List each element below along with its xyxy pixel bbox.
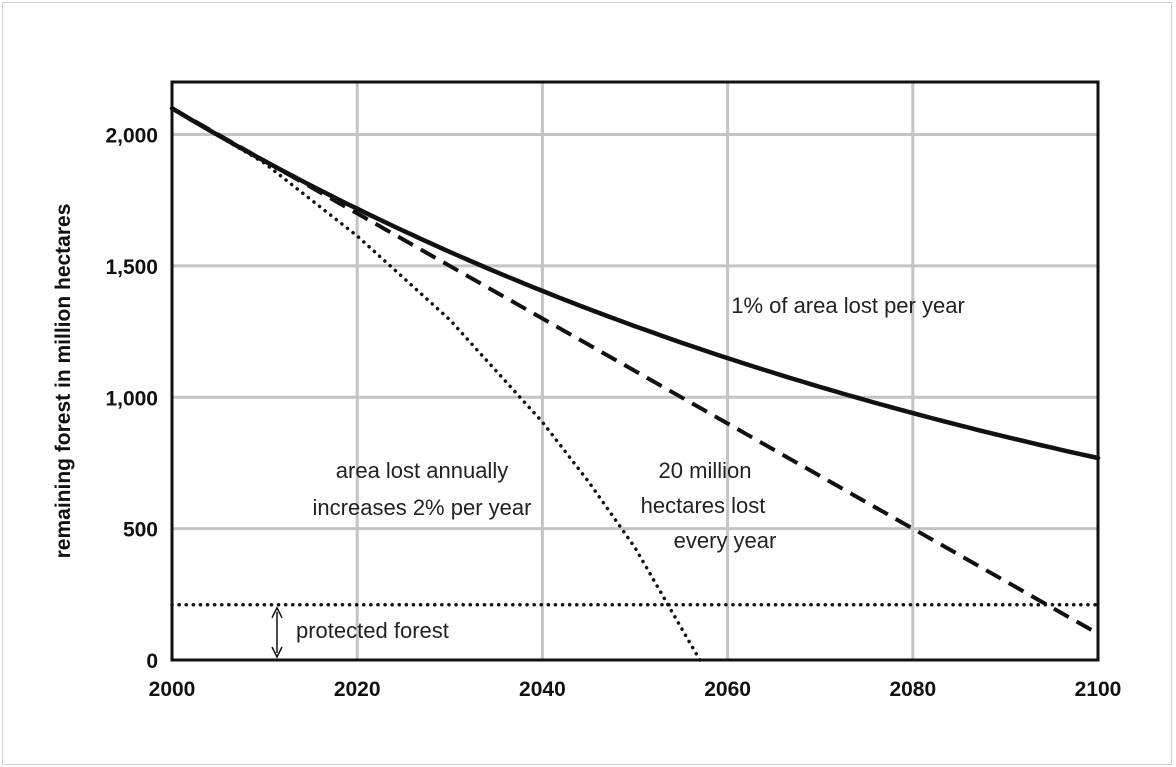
x-tick-label: 2100 (1075, 678, 1122, 701)
x-tick-label: 2000 (149, 678, 196, 701)
series-2pct-increase (170, 106, 702, 662)
series-lines (169, 106, 1101, 662)
x-tick-label: 2020 (334, 678, 381, 701)
annotation-20m-hectares: 20 million hectares lost every year (641, 458, 777, 553)
x-axis-tick-labels: 2000 2020 2040 2060 2080 2100 (149, 678, 1122, 701)
annotations: 1% of area lost per year area lost annual… (296, 293, 965, 643)
protected-forest-arrow (271, 606, 283, 659)
x-tick-label: 2040 (519, 678, 566, 701)
y-tick-label: 1,500 (105, 256, 158, 279)
annotation-1pct: 1% of area lost per year (731, 293, 965, 318)
plot-area-border (170, 80, 1100, 662)
x-tick-label: 2080 (889, 678, 936, 701)
series-20m-hectares-per-year (171, 106, 1099, 636)
y-tick-label: 500 (123, 519, 158, 542)
annotation-protected-forest: protected forest (296, 618, 449, 643)
annotation-2pct-increase: area lost annually increases 2% per year (313, 458, 532, 520)
y-tick-label: 2,000 (105, 125, 158, 148)
y-tick-label: 1,000 (105, 387, 158, 410)
arrow-head-up (271, 606, 283, 619)
y-tick-label: 0 (146, 650, 158, 673)
arrow-head-down (271, 646, 283, 659)
x-tick-label: 2060 (704, 678, 751, 701)
series-1pct-per-year (169, 106, 1101, 461)
y-axis-tick-labels: 0 500 1,000 1,500 2,000 (105, 125, 158, 673)
y-axis-title: remaining forest in million hectares (52, 204, 75, 559)
